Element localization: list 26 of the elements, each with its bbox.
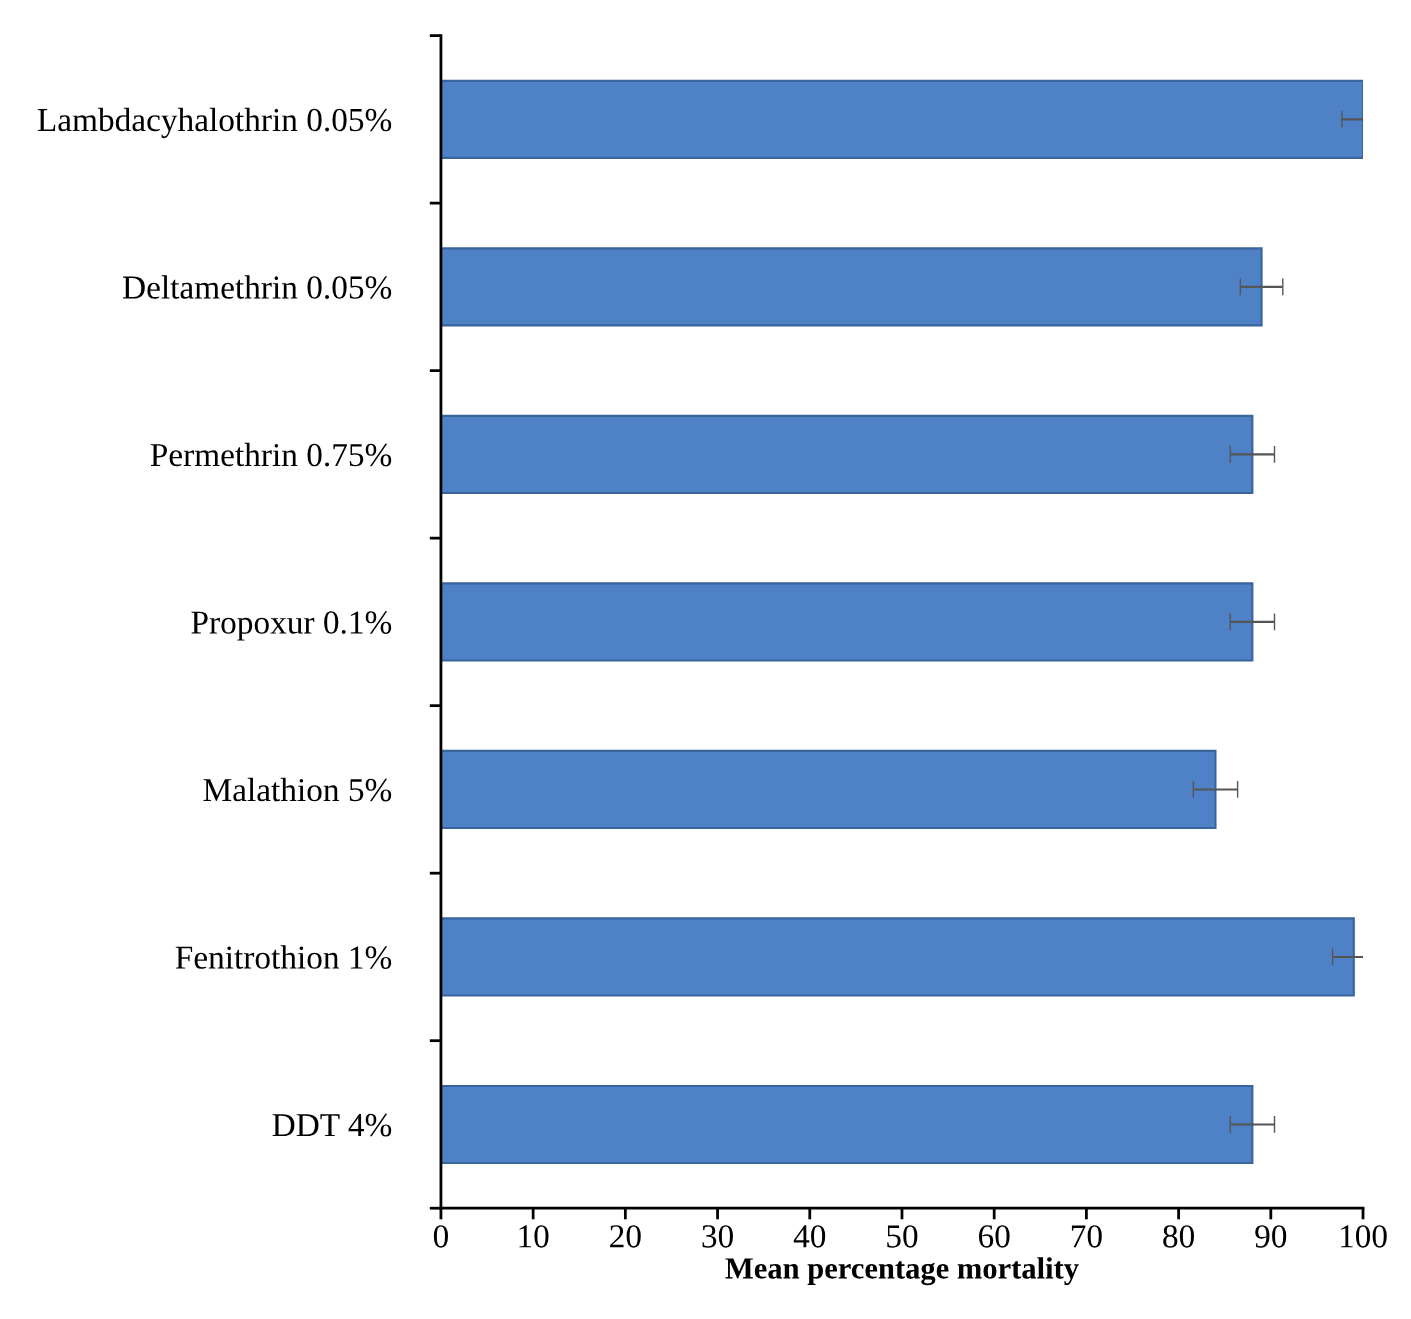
x-tick-label: 100 xyxy=(1340,1225,1387,1248)
x-tick-label: 20 xyxy=(610,1225,641,1248)
y-tick-label: Malathion 5% xyxy=(203,777,392,802)
x-tick-label: 30 xyxy=(702,1225,733,1248)
x-tick-label: 60 xyxy=(978,1225,1010,1248)
x-axis-title: Mean percentage mortality xyxy=(725,1257,1079,1286)
x-tick-label: 0 xyxy=(433,1225,448,1248)
x-tick-label: 50 xyxy=(887,1225,918,1248)
bar xyxy=(440,749,1217,829)
bar xyxy=(440,414,1254,494)
bar xyxy=(440,917,1355,997)
x-tick-label: 40 xyxy=(793,1225,826,1248)
y-tick-label: Permethrin 0.75% xyxy=(150,442,392,467)
bar xyxy=(440,582,1254,662)
y-tick-label: DDT 4% xyxy=(272,1113,392,1137)
bar xyxy=(440,247,1263,327)
y-tick-label: Propoxur 0.1% xyxy=(191,611,392,641)
y-tick-label: Deltamethrin 0.05% xyxy=(122,275,392,299)
x-tick-label: 90 xyxy=(1255,1225,1287,1248)
y-tick-label: Fenitrothion 1% xyxy=(175,945,392,969)
bar xyxy=(440,79,1364,159)
x-tick-label: 70 xyxy=(1071,1225,1102,1248)
y-tick-label: Lambdacyhalothrin 0.05% xyxy=(37,107,392,139)
x-tick-label: 80 xyxy=(1163,1225,1194,1248)
x-tick-label: 10 xyxy=(519,1225,549,1248)
bar xyxy=(440,1084,1254,1165)
